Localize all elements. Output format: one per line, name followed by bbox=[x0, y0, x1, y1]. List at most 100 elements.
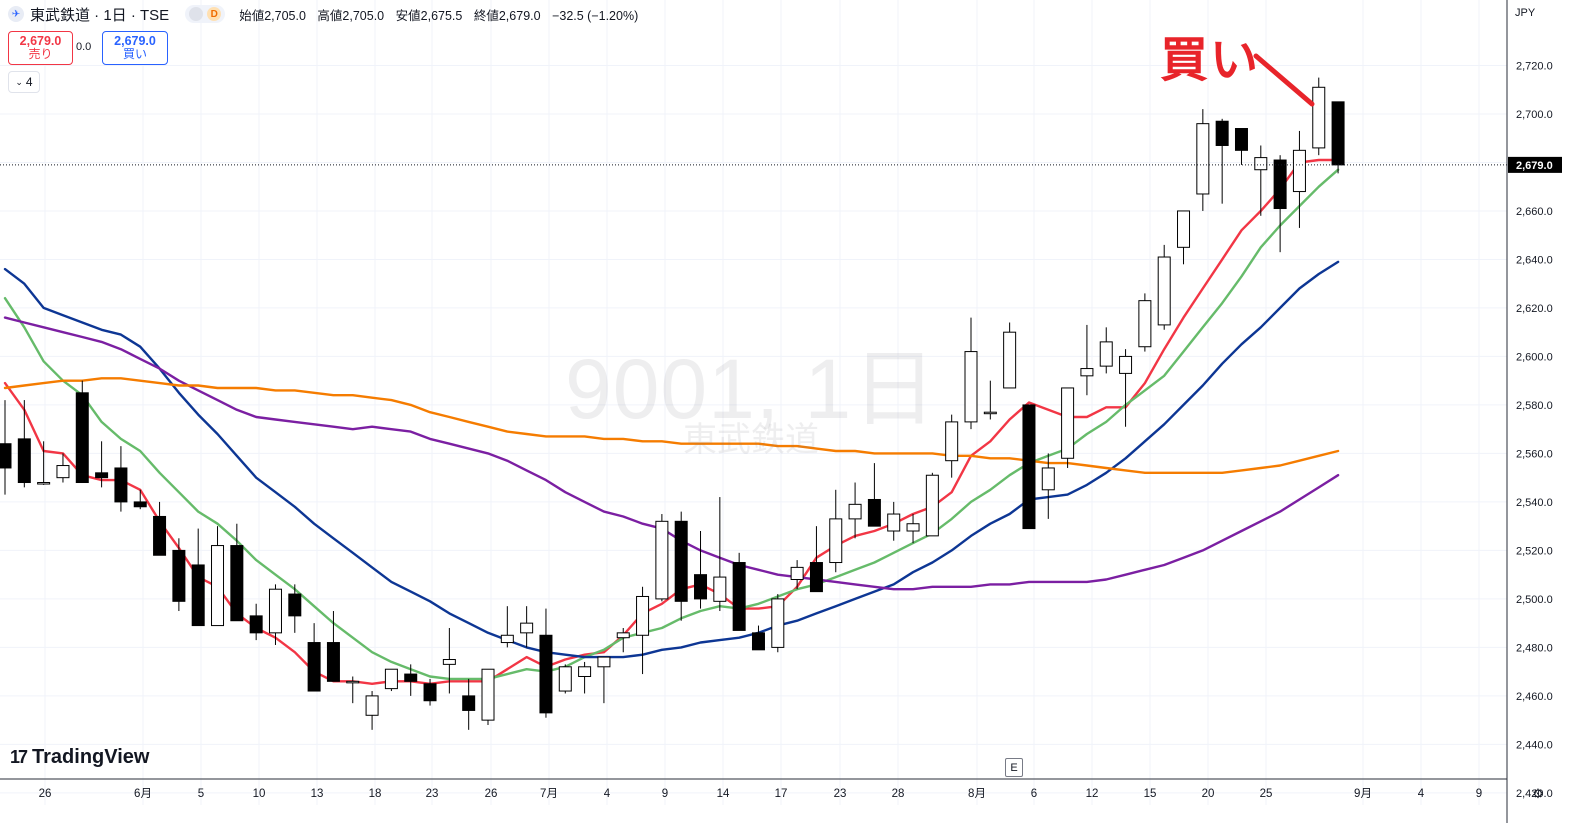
candle-body bbox=[17, 438, 31, 484]
candle-body bbox=[1177, 210, 1191, 248]
candle-body bbox=[1254, 157, 1268, 171]
chart-header: ✈ 東武鉄道 · 1日 · TSE D 始値2,705.0 高値2,705.0 … bbox=[8, 4, 646, 24]
candle-body bbox=[346, 680, 360, 684]
ohlc-low-label: 安値 bbox=[395, 8, 421, 23]
candle-body bbox=[365, 695, 379, 716]
candle-up bbox=[365, 691, 379, 730]
time-tick-label: 9 bbox=[1476, 788, 1482, 800]
candle-body bbox=[56, 465, 70, 479]
candle-body bbox=[481, 668, 495, 721]
candle-body bbox=[1138, 300, 1152, 348]
candle-body bbox=[268, 588, 282, 634]
candle-up bbox=[346, 676, 360, 704]
candle-body bbox=[674, 520, 688, 602]
candle-down bbox=[307, 623, 321, 692]
moving-average-line bbox=[3, 377, 1340, 474]
candle-up bbox=[384, 668, 398, 692]
tradingview-logo[interactable]: 17 TradingView bbox=[10, 746, 149, 769]
time-tick-label: 6月 bbox=[134, 788, 152, 800]
price-tick-label: 2,440.0 bbox=[1516, 739, 1553, 751]
candle-body bbox=[1099, 341, 1113, 367]
candle-body bbox=[423, 683, 437, 702]
candle-body bbox=[732, 562, 746, 631]
sell-price: 2,679.0 bbox=[19, 34, 62, 48]
price-tick-label: 2,600.0 bbox=[1516, 351, 1553, 363]
candle-up bbox=[442, 627, 456, 694]
candle-body bbox=[191, 564, 205, 627]
ohlc-close-label: 終値 bbox=[473, 8, 499, 23]
candle-body bbox=[1312, 86, 1326, 149]
ohlc-change: −32.5 (−1.20%) bbox=[552, 8, 639, 23]
symbol-title[interactable]: 東武鉄道 · 1日 · TSE bbox=[30, 6, 170, 24]
candle-body bbox=[114, 467, 128, 503]
last-price-label: 2,679.0 bbox=[1516, 160, 1553, 172]
settings-gear-icon[interactable]: ⚙ bbox=[1532, 786, 1544, 801]
symbol-logo-icon[interactable]: ✈ bbox=[8, 6, 24, 22]
candle-body bbox=[230, 545, 244, 622]
time-tick-label: 26 bbox=[39, 788, 52, 800]
candle-down bbox=[249, 603, 263, 641]
candle-body bbox=[172, 549, 186, 602]
candle-down bbox=[1273, 155, 1287, 253]
candle-up bbox=[500, 606, 514, 648]
ohlc-readout: 始値2,705.0 高値2,705.0 安値2,675.5 終値2,679.0 … bbox=[239, 5, 646, 24]
candle-body bbox=[1003, 331, 1017, 389]
candle-up bbox=[481, 668, 495, 725]
candle-up bbox=[1061, 387, 1075, 468]
time-tick-label: 4 bbox=[604, 788, 611, 800]
price-tick-label: 2,420.0 bbox=[1516, 788, 1553, 800]
time-tick-label: 26 bbox=[485, 788, 498, 800]
candle-up bbox=[268, 584, 282, 645]
buy-price: 2,679.0 bbox=[114, 34, 156, 48]
candle-up bbox=[1099, 327, 1113, 374]
candle-up bbox=[1041, 453, 1055, 519]
candle-up bbox=[964, 317, 978, 430]
candle-up bbox=[925, 472, 939, 537]
buy-button[interactable]: 2,679.0 買い bbox=[102, 31, 168, 65]
candle-body bbox=[925, 474, 939, 537]
candle-body bbox=[558, 666, 572, 692]
candle-body bbox=[133, 501, 147, 508]
indicators-toggle-button[interactable]: ⌄ 4 bbox=[8, 71, 40, 93]
candle-body bbox=[1292, 149, 1306, 193]
candle-body bbox=[1331, 101, 1345, 166]
time-tick-label: 18 bbox=[369, 788, 382, 800]
buy-label: 買い bbox=[122, 47, 147, 61]
candle-up bbox=[1080, 324, 1094, 396]
candle-body bbox=[636, 595, 650, 636]
currency-selector[interactable]: JPY bbox=[1515, 7, 1536, 19]
sell-label: 売り bbox=[28, 47, 53, 61]
candle-up bbox=[1254, 145, 1268, 216]
candle-up bbox=[56, 453, 70, 483]
time-tick-label: 14 bbox=[717, 788, 730, 800]
indicator-count: 4 bbox=[25, 75, 33, 89]
candle-up bbox=[829, 489, 843, 573]
candle-body bbox=[771, 598, 785, 648]
candle-body bbox=[1061, 387, 1075, 459]
candle-up bbox=[1138, 293, 1152, 352]
candle-down bbox=[191, 528, 205, 627]
candle-down bbox=[674, 511, 688, 621]
price-tick-label: 2,620.0 bbox=[1516, 303, 1553, 315]
ohlc-low: 2,675.5 bbox=[420, 8, 463, 23]
status-pill[interactable]: D bbox=[185, 5, 226, 23]
price-tick-label: 2,500.0 bbox=[1516, 594, 1553, 606]
candle-down bbox=[95, 441, 109, 488]
candle-up bbox=[616, 627, 630, 653]
earnings-event-marker[interactable]: E bbox=[1005, 758, 1023, 777]
price-tick-label: 2,720.0 bbox=[1516, 60, 1553, 72]
candle-body bbox=[0, 443, 12, 469]
candle-body bbox=[442, 659, 456, 665]
candle-body bbox=[829, 518, 843, 564]
ohlc-close: 2,679.0 bbox=[498, 8, 541, 23]
time-tick-label: 20 bbox=[1202, 788, 1215, 800]
time-tick-label: 5 bbox=[198, 788, 204, 800]
candle-up bbox=[1177, 210, 1191, 265]
sell-button[interactable]: 2,679.0 売り bbox=[8, 31, 73, 65]
time-tick-label: 23 bbox=[834, 788, 847, 800]
moving-average-line bbox=[3, 316, 1340, 591]
candle-up bbox=[1119, 349, 1133, 427]
candle-body bbox=[1215, 120, 1229, 146]
